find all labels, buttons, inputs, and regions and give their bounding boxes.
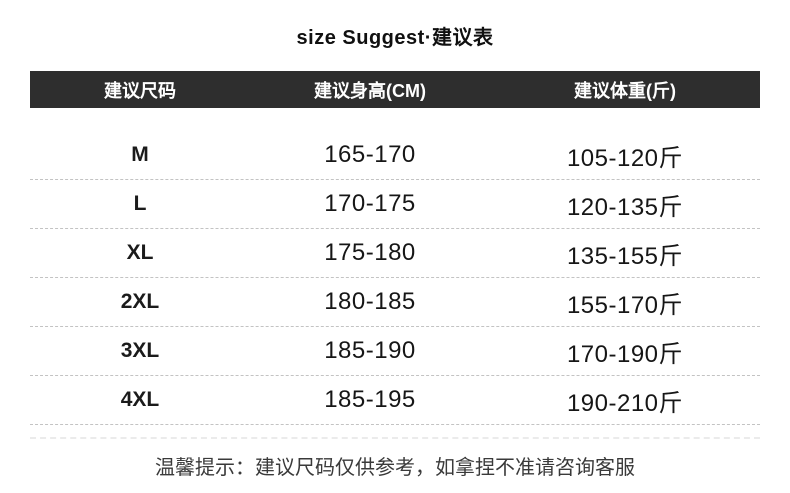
- height-cell: 185-190: [324, 337, 416, 364]
- size-cell: 3XL: [120, 339, 160, 362]
- header-size: 建议尺码: [104, 80, 176, 101]
- table-row: 3XL 185-190 170-190斤: [30, 327, 760, 376]
- footer-note: 温馨提示：建议尺码仅供参考，如拿捏不准请咨询客服: [155, 457, 635, 479]
- size-table: 建议尺码 建议身高(CM) 建议体重(斤) M 165-170 105-120斤…: [30, 71, 760, 425]
- light-divider: [30, 437, 760, 439]
- height-cell: 175-180: [324, 239, 416, 266]
- table-row: XL 175-180 135-155斤: [30, 229, 760, 278]
- size-cell: 2XL: [120, 290, 160, 313]
- table-row: M 165-170 105-120斤: [30, 131, 760, 180]
- height-cell: 185-195: [324, 386, 416, 413]
- table-row: 4XL 185-195 190-210斤: [30, 376, 760, 425]
- weight-cell: 170-190斤: [566, 340, 684, 368]
- size-cell: L: [133, 192, 147, 215]
- header-height: 建议身高(CM): [314, 80, 426, 101]
- height-cell: 180-185: [324, 288, 416, 315]
- weight-cell: 105-120斤: [566, 144, 684, 172]
- height-cell: 165-170: [324, 141, 416, 168]
- size-cell: M: [131, 143, 149, 166]
- height-cell: 170-175: [324, 190, 416, 217]
- table-header-row: 建议尺码 建议身高(CM) 建议体重(斤): [30, 71, 760, 108]
- size-cell: 4XL: [120, 388, 160, 411]
- weight-cell: 120-135斤: [566, 193, 684, 221]
- page-title: size Suggest·建议表: [296, 27, 494, 49]
- table-row: L 170-175 120-135斤: [30, 180, 760, 229]
- weight-cell: 155-170斤: [566, 291, 684, 319]
- size-cell: XL: [126, 241, 154, 264]
- header-weight: 建议体重(斤): [574, 80, 676, 101]
- table-row: 2XL 180-185 155-170斤: [30, 278, 760, 327]
- table-body: M 165-170 105-120斤 L 170-175 120-135斤 XL…: [30, 108, 760, 425]
- weight-cell: 190-210斤: [566, 389, 684, 417]
- weight-cell: 135-155斤: [566, 242, 684, 270]
